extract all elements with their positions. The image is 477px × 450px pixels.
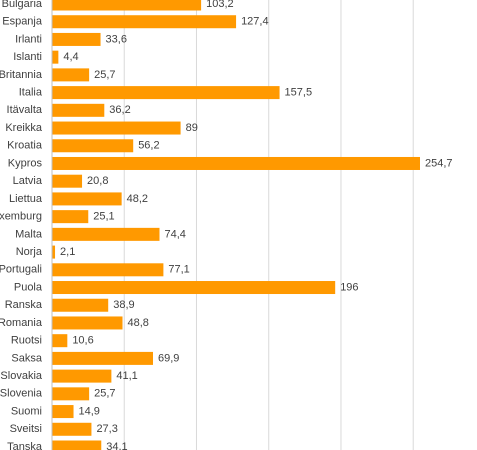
bar bbox=[52, 0, 202, 11]
y-tick-label: Liettua bbox=[9, 193, 43, 205]
y-tick-label: Bulgaria bbox=[2, 0, 43, 10]
value-label: 20,8 bbox=[87, 175, 108, 187]
value-label: 27,3 bbox=[96, 423, 117, 435]
bar bbox=[52, 245, 56, 259]
bar bbox=[52, 121, 181, 135]
bar bbox=[52, 156, 420, 170]
y-tick-label: Latvia bbox=[13, 175, 43, 187]
bar bbox=[52, 369, 112, 383]
value-label: 38,9 bbox=[113, 299, 134, 311]
bar bbox=[52, 316, 123, 330]
y-tick-label: Espanja bbox=[2, 16, 43, 28]
y-tick-label: Sveitsi bbox=[10, 423, 42, 435]
y-tick-label: Romania bbox=[0, 317, 43, 329]
bar bbox=[52, 86, 280, 100]
bar bbox=[52, 281, 336, 295]
y-tick-label: Malta bbox=[15, 228, 43, 240]
y-tick-label: Tanska bbox=[7, 441, 43, 450]
bar bbox=[52, 334, 68, 348]
bar bbox=[52, 210, 89, 224]
y-tick-label: Islanti bbox=[13, 51, 42, 63]
bar bbox=[52, 68, 90, 82]
bar bbox=[52, 50, 59, 64]
y-tick-label: Puola bbox=[14, 281, 43, 293]
bar bbox=[52, 15, 237, 29]
y-tick-label: Ruotsi bbox=[11, 335, 42, 347]
y-tick-label: Slovenia bbox=[0, 388, 43, 400]
value-label: 127,4 bbox=[241, 16, 269, 28]
y-tick-label: Kreikka bbox=[5, 122, 43, 134]
value-label: 10,6 bbox=[72, 335, 93, 347]
bar bbox=[52, 174, 83, 188]
y-tick-label: Itävalta bbox=[7, 104, 43, 116]
y-tick-label: Luxemburg bbox=[0, 211, 42, 223]
y-tick-label: Kypros bbox=[8, 157, 43, 169]
y-tick-label: Norja bbox=[16, 246, 43, 258]
value-label: 89 bbox=[186, 122, 198, 134]
value-label: 2,1 bbox=[60, 246, 75, 258]
bar bbox=[52, 139, 134, 153]
value-label: 254,7 bbox=[425, 157, 453, 169]
y-tick-label: Italia bbox=[19, 87, 43, 99]
value-label: 74,4 bbox=[164, 228, 185, 240]
y-tick-label: Irlanti bbox=[15, 33, 42, 45]
y-tick-label: Ranska bbox=[5, 299, 43, 311]
value-label: 34,1 bbox=[106, 441, 127, 450]
y-tick-label: Portugali bbox=[0, 264, 42, 276]
value-label: 48,8 bbox=[128, 317, 149, 329]
value-label: 77,1 bbox=[168, 264, 189, 276]
value-label: 69,9 bbox=[158, 352, 179, 364]
value-label: 36,2 bbox=[109, 104, 130, 116]
value-label: 25,1 bbox=[93, 211, 114, 223]
bar bbox=[52, 405, 74, 419]
bar bbox=[52, 103, 105, 117]
bar bbox=[52, 32, 101, 46]
value-label: 33,6 bbox=[106, 33, 127, 45]
bar bbox=[52, 192, 122, 206]
y-tick-label: Suomi bbox=[11, 405, 42, 417]
value-label: 48,2 bbox=[127, 193, 148, 205]
bar bbox=[52, 440, 102, 450]
y-tick-label: Kroatia bbox=[7, 140, 43, 152]
value-label: 56,2 bbox=[138, 140, 159, 152]
bar bbox=[52, 422, 92, 436]
bar bbox=[52, 387, 90, 401]
bar bbox=[52, 298, 109, 312]
value-label: 25,7 bbox=[94, 69, 115, 81]
value-label: 4,4 bbox=[63, 51, 78, 63]
value-label: 157,5 bbox=[285, 87, 313, 99]
bar bbox=[52, 227, 160, 241]
value-label: 25,7 bbox=[94, 388, 115, 400]
value-label: 14,9 bbox=[79, 405, 100, 417]
y-tick-label: Saksa bbox=[11, 352, 42, 364]
value-label: 196 bbox=[340, 281, 358, 293]
y-tick-label: Iso-Britannia bbox=[0, 69, 43, 81]
bar bbox=[52, 351, 153, 365]
bar bbox=[52, 263, 164, 277]
value-label: 41,1 bbox=[116, 370, 137, 382]
y-tick-label: Slovakia bbox=[0, 370, 42, 382]
value-label: 103,2 bbox=[206, 0, 234, 10]
